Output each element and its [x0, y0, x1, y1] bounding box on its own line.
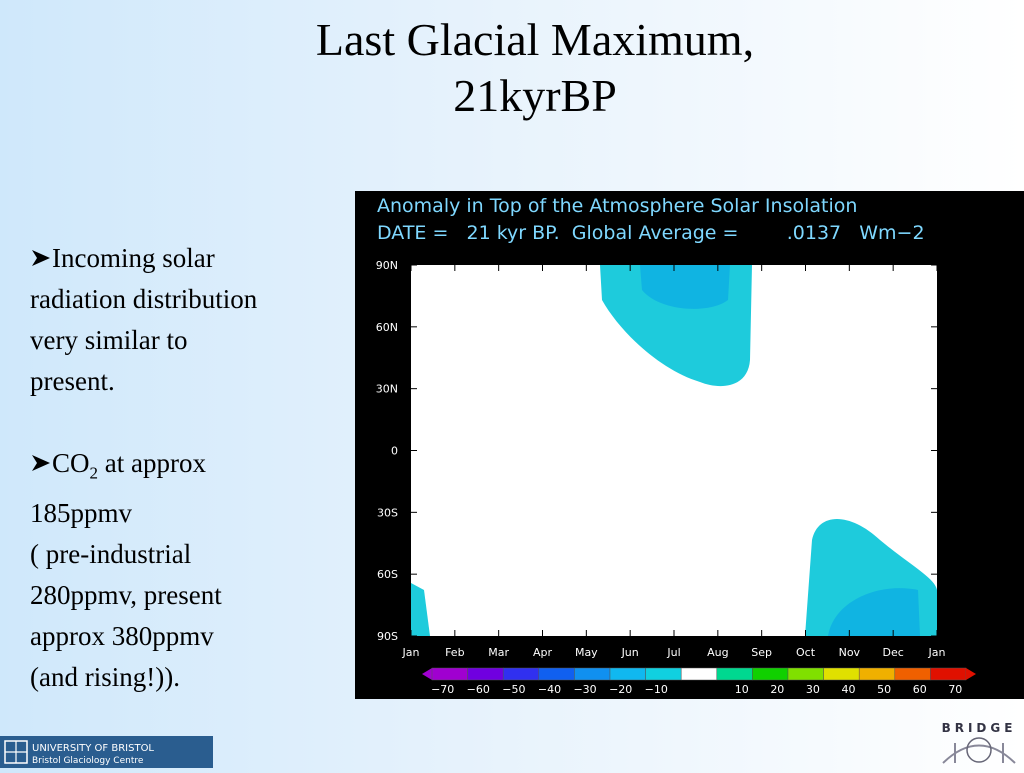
x-label: Mar	[488, 646, 509, 659]
slide-title: Last Glacial Maximum, 21kyrBP	[0, 12, 1024, 124]
bullet-text: ( pre-industrial	[30, 539, 192, 570]
bullet-icon	[32, 250, 50, 266]
bullet-text: at approx	[98, 448, 206, 478]
x-label: Nov	[839, 646, 861, 659]
colorbar-cell	[787, 667, 824, 681]
bullet-text: (and rising!)).	[30, 662, 180, 693]
contour	[828, 588, 920, 636]
bullet-icon	[32, 455, 50, 471]
project-name: BRIDGE	[942, 721, 1017, 735]
logo-graphic: UNIVERSITY OF BRISTOL Bristol Glaciology…	[4, 740, 154, 766]
colorbar-cell	[467, 667, 504, 681]
colorbar-label: −20	[609, 683, 632, 696]
bridge-logo: BRIDGE	[942, 721, 1017, 764]
colorbar-cell	[716, 667, 753, 681]
figure: Anomaly in Top of the Atmosphere Solar I…	[355, 191, 1024, 699]
x-label: Dec	[883, 646, 904, 659]
x-label: Feb	[445, 646, 464, 659]
figure-header: Anomaly in Top of the Atmosphere Solar I…	[377, 195, 857, 217]
title-line: 21kyrBP	[453, 70, 617, 121]
y-label: 90N	[376, 259, 398, 272]
colorbar-end	[966, 668, 976, 680]
x-label: Apr	[533, 646, 553, 659]
colorbar-cell	[752, 667, 789, 681]
x-label: Jan	[928, 646, 946, 659]
x-label: Sep	[751, 646, 772, 659]
colorbar-cell	[431, 667, 468, 681]
x-label: Jan	[402, 646, 420, 659]
colorbar-cell	[574, 667, 611, 681]
colorbar-label: 60	[913, 683, 927, 696]
title-line: Last Glacial Maximum,	[315, 14, 755, 65]
bullet-text: Incoming solar	[52, 243, 215, 273]
colorbar-cell	[609, 667, 646, 681]
colorbar-label: −60	[467, 683, 490, 696]
centre-name: Bristol Glaciology Centre	[32, 756, 144, 766]
subscript: 2	[89, 463, 99, 483]
y-label: 0	[391, 445, 398, 458]
colorbar-end	[422, 668, 432, 680]
bullet-text: CO	[52, 448, 90, 478]
x-label: Aug	[707, 646, 728, 659]
x-label: Jun	[621, 646, 639, 659]
colorbar-cell	[858, 667, 896, 681]
y-label: 60N	[376, 321, 398, 334]
colorbar-label: 30	[806, 683, 820, 696]
colorbar-label: −40	[538, 683, 561, 696]
colorbar-label: −10	[645, 683, 668, 696]
bullet-text: very similar to	[30, 325, 188, 355]
bullet-text: approx 380ppmv	[30, 621, 214, 652]
contour	[411, 583, 430, 636]
bullet-text: radiation distribution	[30, 284, 258, 314]
y-label: 60S	[377, 568, 398, 581]
figure-header: DATE = 21 kyr BP. Global Average = .0137…	[377, 222, 925, 244]
bullet-text: 280ppmv, present	[30, 580, 222, 611]
colorbar-label: −70	[431, 683, 454, 696]
contour	[640, 265, 730, 309]
colorbar-cell	[680, 667, 718, 681]
colorbar-label: −50	[502, 683, 525, 696]
colorbar-cell	[930, 667, 967, 681]
colorbar-label: 20	[770, 683, 784, 696]
colorbar-label: 70	[948, 683, 962, 696]
colorbar-label: −30	[573, 683, 596, 696]
y-label: 30S	[377, 506, 398, 519]
colorbar-cell	[894, 667, 931, 681]
colorbar-label: 40	[842, 683, 856, 696]
y-label: 30N	[376, 383, 398, 396]
colorbar-label: 50	[877, 683, 891, 696]
colorbar-label: 10	[735, 683, 749, 696]
x-label: Oct	[796, 646, 816, 659]
colorbar-cell	[823, 667, 860, 681]
x-label: Jul	[666, 646, 680, 659]
university-name: UNIVERSITY OF BRISTOL	[32, 743, 154, 754]
x-label: May	[575, 646, 598, 659]
bullet-text: 185ppmv	[30, 498, 133, 529]
colorbar-cell	[645, 667, 682, 681]
y-label: 90S	[377, 630, 398, 643]
colorbar-cell	[538, 667, 575, 681]
university-logo: UNIVERSITY OF BRISTOL Bristol Glaciology…	[0, 736, 213, 768]
bullet: Incoming solar radiation distribution ve…	[30, 238, 257, 402]
colorbar-cell	[502, 667, 540, 681]
bullet: CO2 at approx 185ppmv ( pre-industrial 2…	[30, 443, 222, 698]
bullet-text: present.	[30, 366, 115, 396]
